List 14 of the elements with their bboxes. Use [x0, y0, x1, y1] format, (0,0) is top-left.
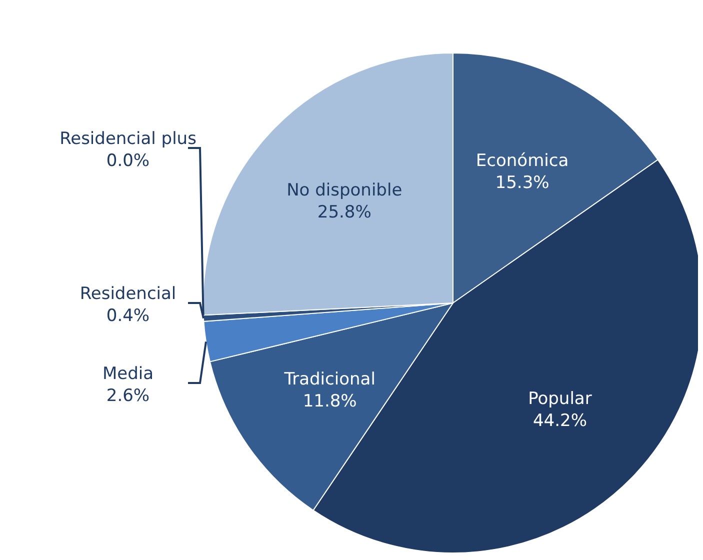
slice-label: Tradicional	[283, 370, 376, 390]
data-label: 25.8%	[317, 202, 372, 223]
data-label: 2.6%	[106, 386, 150, 406]
slice-label: No disponible	[286, 180, 402, 201]
data-label: 15.3%	[495, 172, 550, 193]
category-label: Residencial plus	[60, 129, 196, 149]
data-label: 11.8%	[302, 392, 357, 412]
slice-label: Económica	[476, 150, 569, 171]
data-label: 44.2%	[532, 411, 587, 432]
data-label: 0.4%	[106, 306, 150, 326]
slice-label: Residencial	[80, 284, 176, 304]
text: 0.0%	[106, 151, 150, 171]
slice-label: Media	[102, 364, 154, 384]
slice-label: Popular	[528, 389, 592, 410]
